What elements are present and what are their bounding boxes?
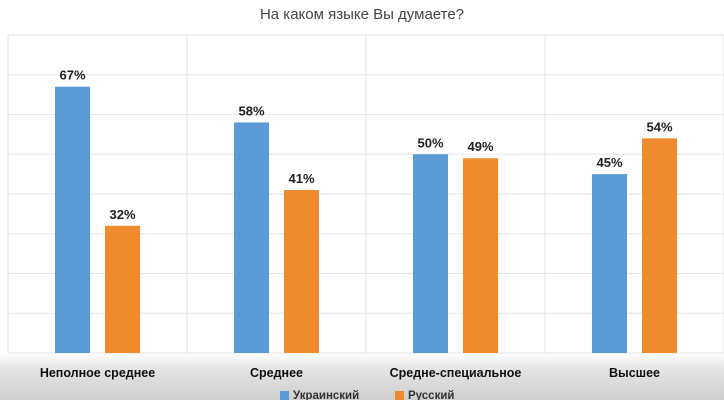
- data-label: 49%: [467, 139, 493, 154]
- bar-russian: [642, 138, 677, 353]
- legend-swatch: [395, 391, 404, 400]
- bar-ukrainian: [413, 154, 448, 353]
- data-label: 45%: [596, 155, 622, 170]
- category-label: Среднее: [250, 366, 303, 380]
- legend: Украинский Русский: [280, 390, 454, 400]
- category-label: Высшее: [609, 366, 660, 380]
- bar-russian: [284, 190, 319, 353]
- data-label: 50%: [417, 135, 443, 150]
- legend-swatch: [280, 391, 289, 400]
- category-label: Средне-специальное: [390, 366, 522, 380]
- bottom-shade: [0, 353, 724, 400]
- bar-ukrainian: [234, 122, 269, 353]
- data-label: 41%: [288, 171, 314, 186]
- data-label: 67%: [59, 68, 85, 83]
- bars: [55, 86, 677, 354]
- data-label: 54%: [646, 119, 672, 134]
- chart-title: На каком языке Вы думаете?: [259, 6, 465, 23]
- legend-label: Украинский: [293, 390, 359, 400]
- data-label: 32%: [109, 207, 135, 222]
- data-label: 58%: [238, 103, 264, 118]
- bar-ukrainian: [592, 174, 627, 353]
- bar-russian: [105, 225, 140, 353]
- category-label: Неполное среднее: [40, 366, 155, 380]
- category-labels: Неполное среднее Среднее Средне-специально…: [40, 366, 660, 380]
- bar-russian: [463, 158, 498, 353]
- legend-label: Русский: [408, 390, 454, 400]
- bar-ukrainian: [55, 86, 90, 354]
- data-labels: 67% 32% 58% 41% 50% 49% 45% 54%: [59, 68, 672, 222]
